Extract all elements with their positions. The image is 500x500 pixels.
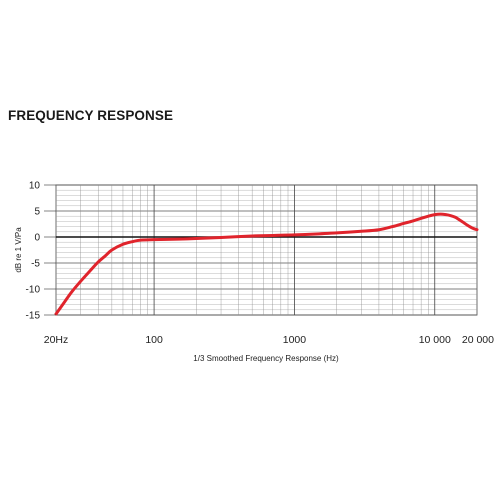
x-tick-label: 1000 — [283, 334, 307, 346]
plot-frame — [55, 184, 478, 316]
y-tick-label: -15 — [26, 311, 41, 322]
y-tick-label: 10 — [29, 181, 41, 192]
x-tick-label: 20 000 — [462, 334, 494, 346]
x-axis-ticks: 20Hz 100 1000 10 000 20 000 — [44, 334, 494, 346]
y-tick-label: 0 — [34, 233, 40, 244]
x-tick-label: 20Hz — [44, 334, 69, 346]
frequency-response-curve — [54, 212, 479, 316]
x-tick-label: 100 — [145, 334, 163, 346]
x-tick-label: 10 000 — [419, 334, 451, 346]
y-tick-label: -10 — [26, 285, 41, 296]
y-axis-ticks: 10 5 0 -5 -10 -15 — [26, 181, 56, 322]
y-tick-label: -5 — [31, 259, 40, 270]
response-line — [54, 212, 479, 316]
x-axis-label: 1/3 Smoothed Frequency Response (Hz) — [193, 354, 339, 363]
y-axis-label: dB re 1 V/Pa — [14, 227, 23, 273]
y-tick-label: 5 — [34, 207, 40, 218]
chart-title: FREQUENCY RESPONSE — [8, 108, 174, 123]
chart-grid — [55, 184, 478, 316]
